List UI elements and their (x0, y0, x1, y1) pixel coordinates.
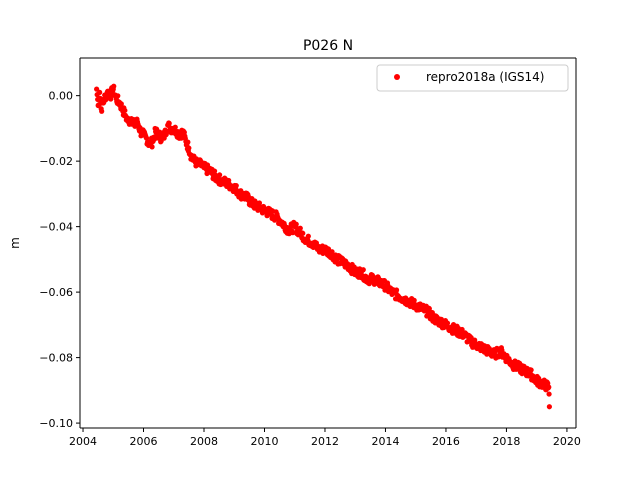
data-point (411, 297, 417, 303)
data-point (185, 139, 191, 145)
y-tick-label: −0.02 (39, 155, 73, 168)
data-point (97, 89, 103, 95)
data-point (290, 230, 296, 236)
data-point (444, 320, 451, 326)
data-point (546, 384, 552, 390)
data-point (233, 182, 239, 189)
x-tick-label: 2006 (130, 435, 158, 448)
y-axis: 0.00 −0.02 −0.04 −0.06 −0.08 −0.10 (39, 58, 577, 430)
data-point (186, 145, 192, 151)
legend: repro2018a (IGS14) (376, 64, 569, 92)
data-point (172, 124, 178, 130)
data-point (393, 287, 400, 293)
x-tick-label: 2020 (553, 435, 581, 448)
x-tick-label: 2004 (69, 435, 97, 448)
y-tick-label: −0.08 (39, 352, 73, 365)
y-tick-label: 0.00 (49, 90, 74, 103)
plot-area (80, 58, 576, 428)
x-axis: 2004 2006 2008 2010 2012 2014 2016 2018 2020 (69, 57, 581, 448)
data-point (122, 107, 128, 114)
data-point (293, 221, 299, 227)
y-tick-label: −0.10 (39, 417, 73, 430)
legend-marker (394, 74, 400, 80)
data-point (528, 367, 534, 373)
data-point (149, 144, 155, 150)
data-point (297, 225, 303, 231)
x-tick-label: 2008 (190, 435, 218, 448)
x-tick-label: 2016 (432, 435, 460, 448)
data-point (546, 404, 552, 410)
data-point (99, 108, 105, 114)
data-point (115, 93, 121, 99)
data-point (94, 86, 100, 92)
x-tick-label: 2014 (371, 435, 399, 448)
data-point (143, 135, 150, 141)
chart-title: P026 N (303, 38, 353, 54)
data-point (325, 246, 332, 252)
data-point (300, 230, 306, 236)
data-point (360, 267, 366, 273)
plot-background (80, 58, 576, 428)
y-tick-label: −0.06 (39, 286, 73, 299)
data-point (459, 326, 465, 333)
x-tick-label: 2010 (250, 435, 278, 448)
data-point (217, 172, 223, 178)
data-point (111, 83, 117, 89)
legend-box (376, 64, 569, 92)
data-point (108, 96, 114, 102)
data-point (166, 120, 172, 126)
data-point (305, 233, 311, 239)
scatter-series-repro2018a (94, 83, 552, 410)
legend-label: repro2018a (IGS14) (426, 70, 544, 84)
y-tick-label: −0.04 (39, 221, 73, 234)
data-point (546, 391, 552, 397)
y-axis-label: m (8, 237, 22, 249)
x-tick-label: 2012 (311, 435, 339, 448)
data-point (118, 101, 124, 107)
data-point (211, 168, 218, 174)
x-tick-label: 2018 (492, 435, 520, 448)
